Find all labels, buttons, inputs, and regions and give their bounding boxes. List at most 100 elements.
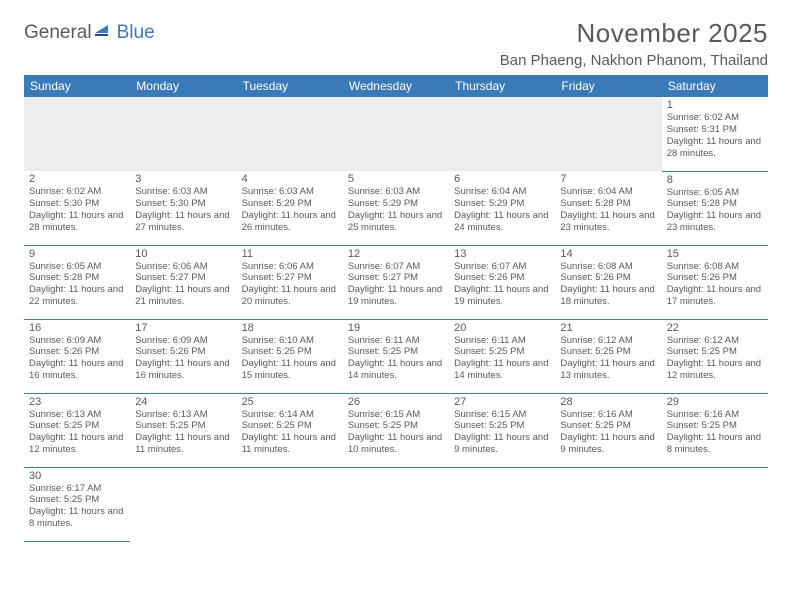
calendar-cell: 7Sunrise: 6:04 AMSunset: 5:28 PMDaylight… (555, 171, 661, 245)
daylight-text: Daylight: 11 hours and 26 minutes. (242, 210, 338, 234)
sunset-text: Sunset: 5:27 PM (135, 272, 231, 284)
calendar-cell (449, 97, 555, 171)
sunrise-text: Sunrise: 6:12 AM (667, 335, 763, 347)
calendar-cell: 13Sunrise: 6:07 AMSunset: 5:26 PMDayligh… (449, 245, 555, 319)
daylight-text: Daylight: 11 hours and 17 minutes. (667, 284, 763, 308)
day-number: 27 (454, 396, 550, 408)
day-header: Monday (130, 75, 236, 97)
sunrise-text: Sunrise: 6:15 AM (454, 409, 550, 421)
day-details: Sunrise: 6:16 AMSunset: 5:25 PMDaylight:… (560, 409, 656, 457)
day-number: 9 (29, 248, 125, 260)
day-details: Sunrise: 6:03 AMSunset: 5:29 PMDaylight:… (242, 186, 338, 234)
day-details: Sunrise: 6:14 AMSunset: 5:25 PMDaylight:… (242, 409, 338, 457)
day-details: Sunrise: 6:03 AMSunset: 5:29 PMDaylight:… (348, 186, 444, 234)
sunrise-text: Sunrise: 6:02 AM (667, 112, 763, 124)
day-header-row: SundayMondayTuesdayWednesdayThursdayFrid… (24, 75, 768, 97)
sunset-text: Sunset: 5:26 PM (667, 272, 763, 284)
calendar-cell (130, 467, 236, 541)
daylight-text: Daylight: 11 hours and 28 minutes. (29, 210, 125, 234)
day-details: Sunrise: 6:13 AMSunset: 5:25 PMDaylight:… (29, 409, 125, 457)
day-details: Sunrise: 6:05 AMSunset: 5:28 PMDaylight:… (29, 261, 125, 309)
day-number: 23 (29, 396, 125, 408)
day-number: 5 (348, 173, 444, 185)
calendar-row: 23Sunrise: 6:13 AMSunset: 5:25 PMDayligh… (24, 393, 768, 467)
calendar-cell (662, 467, 768, 541)
header: General Blue November 2025 Ban Phaeng, N… (24, 18, 768, 69)
day-number: 29 (667, 396, 763, 408)
calendar-cell: 5Sunrise: 6:03 AMSunset: 5:29 PMDaylight… (343, 171, 449, 245)
sunrise-text: Sunrise: 6:07 AM (454, 261, 550, 273)
sunrise-text: Sunrise: 6:15 AM (348, 409, 444, 421)
sunset-text: Sunset: 5:28 PM (29, 272, 125, 284)
month-title: November 2025 (500, 18, 768, 49)
sunset-text: Sunset: 5:25 PM (667, 346, 763, 358)
day-details: Sunrise: 6:12 AMSunset: 5:25 PMDaylight:… (667, 335, 763, 383)
sunrise-text: Sunrise: 6:11 AM (348, 335, 444, 347)
day-details: Sunrise: 6:16 AMSunset: 5:25 PMDaylight:… (667, 409, 763, 457)
sunrise-text: Sunrise: 6:09 AM (29, 335, 125, 347)
daylight-text: Daylight: 11 hours and 10 minutes. (348, 432, 444, 456)
calendar-row: 30Sunrise: 6:17 AMSunset: 5:25 PMDayligh… (24, 467, 768, 541)
daylight-text: Daylight: 11 hours and 15 minutes. (242, 358, 338, 382)
day-details: Sunrise: 6:08 AMSunset: 5:26 PMDaylight:… (667, 261, 763, 309)
sunset-text: Sunset: 5:25 PM (135, 420, 231, 432)
day-details: Sunrise: 6:04 AMSunset: 5:28 PMDaylight:… (560, 186, 656, 234)
calendar-cell (555, 97, 661, 171)
day-details: Sunrise: 6:11 AMSunset: 5:25 PMDaylight:… (454, 335, 550, 383)
day-number: 3 (135, 173, 231, 185)
day-number: 19 (348, 322, 444, 334)
day-number: 2 (29, 173, 125, 185)
daylight-text: Daylight: 11 hours and 23 minutes. (667, 210, 763, 234)
calendar-cell (555, 467, 661, 541)
calendar-row: 2Sunrise: 6:02 AMSunset: 5:30 PMDaylight… (24, 171, 768, 245)
sunset-text: Sunset: 5:26 PM (560, 272, 656, 284)
sunrise-text: Sunrise: 6:13 AM (29, 409, 125, 421)
calendar-cell: 4Sunrise: 6:03 AMSunset: 5:29 PMDaylight… (237, 171, 343, 245)
sunset-text: Sunset: 5:25 PM (348, 420, 444, 432)
day-details: Sunrise: 6:12 AMSunset: 5:25 PMDaylight:… (560, 335, 656, 383)
day-number: 7 (560, 173, 656, 185)
sunrise-text: Sunrise: 6:06 AM (135, 261, 231, 273)
daylight-text: Daylight: 11 hours and 14 minutes. (348, 358, 444, 382)
daylight-text: Daylight: 11 hours and 19 minutes. (348, 284, 444, 308)
day-details: Sunrise: 6:15 AMSunset: 5:25 PMDaylight:… (454, 409, 550, 457)
sunset-text: Sunset: 5:25 PM (242, 346, 338, 358)
sunrise-text: Sunrise: 6:05 AM (29, 261, 125, 273)
daylight-text: Daylight: 11 hours and 20 minutes. (242, 284, 338, 308)
day-number: 20 (454, 322, 550, 334)
calendar-cell: 16Sunrise: 6:09 AMSunset: 5:26 PMDayligh… (24, 319, 130, 393)
sunrise-text: Sunrise: 6:16 AM (667, 409, 763, 421)
flag-icon (95, 22, 115, 44)
day-number: 22 (667, 322, 763, 334)
sunrise-text: Sunrise: 6:11 AM (454, 335, 550, 347)
sunset-text: Sunset: 5:28 PM (560, 198, 656, 210)
day-details: Sunrise: 6:07 AMSunset: 5:26 PMDaylight:… (454, 261, 550, 309)
sunrise-text: Sunrise: 6:09 AM (135, 335, 231, 347)
calendar-cell: 19Sunrise: 6:11 AMSunset: 5:25 PMDayligh… (343, 319, 449, 393)
sunrise-text: Sunrise: 6:06 AM (242, 261, 338, 273)
calendar-cell (449, 467, 555, 541)
sunset-text: Sunset: 5:27 PM (242, 272, 338, 284)
day-number: 18 (242, 322, 338, 334)
calendar-cell: 24Sunrise: 6:13 AMSunset: 5:25 PMDayligh… (130, 393, 236, 467)
day-header: Tuesday (237, 75, 343, 97)
sunset-text: Sunset: 5:26 PM (135, 346, 231, 358)
sunrise-text: Sunrise: 6:08 AM (667, 261, 763, 273)
daylight-text: Daylight: 11 hours and 11 minutes. (242, 432, 338, 456)
sunset-text: Sunset: 5:29 PM (454, 198, 550, 210)
calendar-cell: 15Sunrise: 6:08 AMSunset: 5:26 PMDayligh… (662, 245, 768, 319)
day-header: Friday (555, 75, 661, 97)
sunrise-text: Sunrise: 6:16 AM (560, 409, 656, 421)
sunrise-text: Sunrise: 6:08 AM (560, 261, 656, 273)
calendar-cell: 21Sunrise: 6:12 AMSunset: 5:25 PMDayligh… (555, 319, 661, 393)
sunrise-text: Sunrise: 6:10 AM (242, 335, 338, 347)
day-details: Sunrise: 6:07 AMSunset: 5:27 PMDaylight:… (348, 261, 444, 309)
calendar-cell (130, 97, 236, 171)
calendar-cell (237, 97, 343, 171)
day-header: Sunday (24, 75, 130, 97)
daylight-text: Daylight: 11 hours and 22 minutes. (29, 284, 125, 308)
day-number: 13 (454, 248, 550, 260)
day-number: 4 (242, 173, 338, 185)
day-number: 16 (29, 322, 125, 334)
calendar-cell: 26Sunrise: 6:15 AMSunset: 5:25 PMDayligh… (343, 393, 449, 467)
